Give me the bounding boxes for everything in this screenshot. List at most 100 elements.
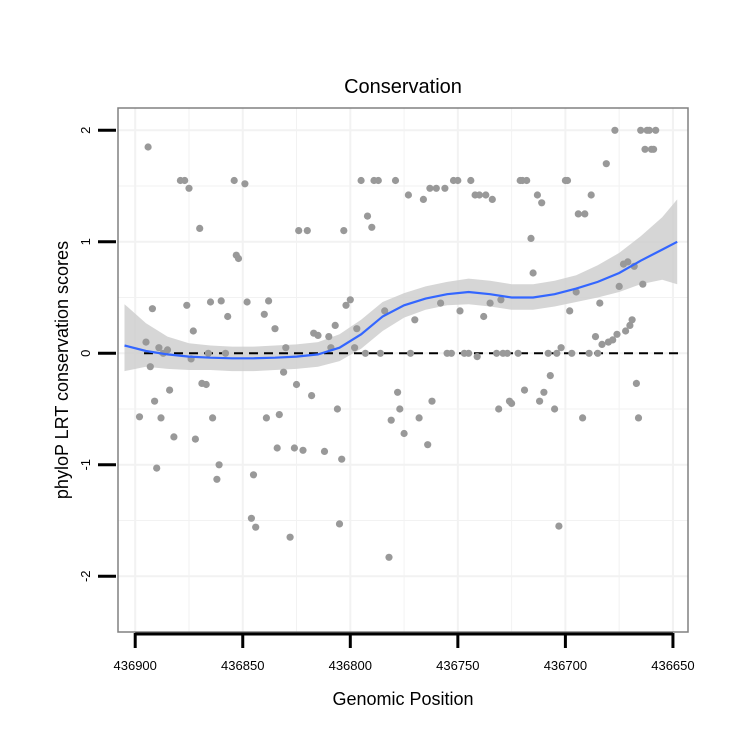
data-point bbox=[252, 523, 260, 531]
data-point bbox=[213, 475, 221, 483]
data-point bbox=[652, 126, 660, 134]
data-point bbox=[581, 210, 589, 218]
data-point bbox=[273, 444, 281, 452]
data-point bbox=[342, 301, 350, 309]
confidence-band bbox=[124, 199, 678, 372]
data-point bbox=[394, 388, 402, 396]
data-point bbox=[202, 380, 210, 389]
panel-border bbox=[117, 107, 689, 633]
y-tick-label: 0 bbox=[78, 350, 93, 357]
data-point bbox=[209, 414, 217, 422]
data-point bbox=[467, 176, 475, 185]
data-point bbox=[566, 307, 574, 315]
data-point bbox=[338, 455, 346, 463]
data-point bbox=[529, 269, 537, 277]
data-point bbox=[495, 405, 503, 413]
data-point bbox=[555, 522, 563, 530]
data-point bbox=[645, 126, 653, 134]
data-point bbox=[411, 316, 419, 324]
data-point bbox=[135, 413, 144, 421]
data-point bbox=[568, 349, 576, 357]
data-point bbox=[544, 349, 552, 357]
data-point bbox=[217, 297, 225, 305]
data-point bbox=[533, 191, 542, 199]
data-point bbox=[615, 282, 623, 290]
data-point bbox=[611, 126, 619, 134]
x-tick-label: 436750 bbox=[436, 658, 479, 673]
data-point bbox=[493, 349, 501, 357]
data-point bbox=[385, 553, 393, 561]
data-point bbox=[553, 349, 561, 357]
data-point bbox=[622, 327, 630, 335]
data-point bbox=[527, 234, 535, 242]
data-point bbox=[331, 321, 339, 329]
x-tick-label: 436850 bbox=[221, 658, 264, 673]
y-tick-label: 1 bbox=[78, 238, 93, 245]
data-point bbox=[557, 344, 565, 352]
data-point bbox=[426, 184, 434, 192]
data-point bbox=[596, 299, 604, 307]
data-point bbox=[357, 176, 365, 185]
data-point bbox=[465, 349, 473, 357]
data-point bbox=[415, 414, 423, 422]
data-point bbox=[497, 296, 505, 304]
data-point bbox=[170, 433, 178, 441]
data-point bbox=[437, 299, 445, 307]
data-point bbox=[387, 416, 395, 424]
data-point bbox=[271, 325, 279, 333]
data-point bbox=[292, 380, 301, 389]
data-point bbox=[290, 444, 298, 452]
data-point bbox=[249, 471, 258, 479]
data-point bbox=[295, 227, 303, 235]
y-axis-label: phyloP LRT conservation scores bbox=[52, 241, 72, 499]
data-point bbox=[314, 331, 322, 339]
data-point bbox=[142, 338, 150, 346]
data-point bbox=[650, 145, 658, 153]
data-point bbox=[221, 349, 230, 357]
data-point bbox=[634, 414, 643, 422]
data-point bbox=[368, 223, 376, 231]
data-point bbox=[243, 298, 251, 306]
data-point bbox=[144, 143, 152, 151]
chart-title: Conservation bbox=[344, 76, 462, 98]
data-point bbox=[508, 399, 516, 407]
data-point bbox=[363, 212, 372, 220]
data-point bbox=[482, 191, 490, 199]
data-point bbox=[432, 184, 440, 192]
data-point bbox=[473, 353, 481, 361]
x-axis-label: Genomic Position bbox=[332, 689, 473, 709]
data-point bbox=[181, 176, 189, 185]
points-layer bbox=[135, 126, 660, 561]
data-point bbox=[454, 176, 462, 185]
data-point bbox=[340, 227, 348, 235]
data-point bbox=[189, 327, 197, 335]
data-point bbox=[234, 254, 243, 263]
x-tick-label: 436700 bbox=[544, 658, 587, 673]
data-point bbox=[163, 346, 172, 354]
data-point bbox=[628, 316, 636, 324]
data-point bbox=[308, 392, 316, 400]
y-axis: -2 -1 0 1 2 bbox=[78, 127, 116, 582]
data-point bbox=[230, 176, 238, 185]
data-point bbox=[540, 388, 548, 396]
data-point bbox=[602, 160, 610, 168]
data-point bbox=[609, 336, 617, 344]
data-point bbox=[639, 280, 647, 288]
data-point bbox=[503, 349, 511, 357]
data-point bbox=[325, 333, 333, 341]
data-point bbox=[166, 386, 174, 394]
confidence-band-layer bbox=[124, 199, 678, 372]
data-point bbox=[157, 414, 165, 422]
y-tick-label: 2 bbox=[78, 127, 93, 134]
data-point bbox=[374, 176, 382, 185]
y-tick-label: -2 bbox=[78, 570, 93, 582]
data-point bbox=[594, 349, 602, 357]
y-tick-label: -1 bbox=[78, 459, 93, 471]
data-point bbox=[353, 325, 361, 333]
data-point bbox=[624, 258, 632, 266]
data-point bbox=[224, 312, 232, 321]
data-point bbox=[579, 414, 587, 422]
x-tick-label: 436800 bbox=[329, 658, 372, 673]
data-point bbox=[475, 191, 483, 199]
